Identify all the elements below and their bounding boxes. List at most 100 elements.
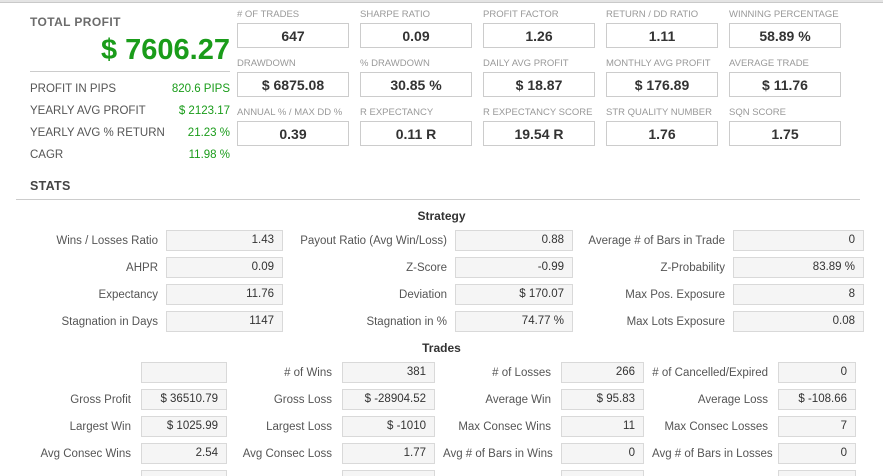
stat-label: Avg Consec Wins bbox=[40, 447, 131, 460]
metric-label: RETURN / DD RATIO bbox=[606, 9, 699, 20]
stat-label: Payout Ratio (Avg Win/Loss) bbox=[300, 234, 447, 247]
stat-label: Max Consec Losses bbox=[664, 420, 768, 433]
trades-grid: # of Wins 381 # of Losses 266 # of Cance… bbox=[30, 362, 883, 476]
top-section: TOTAL PROFIT $ 7606.27 PROFIT IN PIPS 82… bbox=[0, 3, 883, 166]
stat-value: -0.99 bbox=[455, 257, 573, 278]
stat-value: $ 95.83 bbox=[561, 389, 644, 410]
metric-value: $ 6875.08 bbox=[237, 72, 349, 97]
stat-label: Largest Win bbox=[69, 420, 131, 433]
stat-label: Average Loss bbox=[697, 393, 768, 406]
metric-value: 1.11 bbox=[606, 23, 718, 48]
trades-heading: Trades bbox=[422, 341, 461, 355]
metric-value: $ 176.89 bbox=[606, 72, 718, 97]
total-profit-label: TOTAL PROFIT bbox=[30, 15, 121, 29]
stat-value: 74.77 % bbox=[455, 311, 573, 332]
summary-row-label: YEARLY AVG PROFIT bbox=[30, 105, 146, 117]
metric-label: # OF TRADES bbox=[237, 9, 300, 20]
stat-label: Largest Loss bbox=[266, 420, 332, 433]
metric-sqn-score: SQN SCORE 1.75 bbox=[729, 107, 841, 146]
stat-label: Wins / Losses Ratio bbox=[56, 234, 158, 247]
summary-divider bbox=[30, 71, 230, 72]
stats-heading: STATS bbox=[30, 179, 71, 193]
stat-value: 1.77 bbox=[342, 443, 435, 464]
stat-label: Stagnation in % bbox=[366, 315, 447, 328]
metric-label: % DRAWDOWN bbox=[360, 58, 430, 69]
summary-row-label: YEARLY AVG % RETURN bbox=[30, 127, 165, 139]
stat-value: 381 bbox=[342, 362, 435, 383]
metric-profit-factor: PROFIT FACTOR 1.26 bbox=[483, 9, 595, 48]
metric-value: 19.54 R bbox=[483, 121, 595, 146]
metric-drawdown: DRAWDOWN $ 6875.08 bbox=[237, 58, 349, 97]
metric-number-of-trades: # OF TRADES 647 bbox=[237, 9, 349, 48]
cutoff-box bbox=[778, 470, 856, 476]
summary-row-value: 11.98 % bbox=[188, 149, 230, 161]
metric-label: PROFIT FACTOR bbox=[483, 9, 559, 20]
metric-daily-avg-profit: DAILY AVG PROFIT $ 18.87 bbox=[483, 58, 595, 97]
stat-value: 8 bbox=[733, 284, 864, 305]
stat-value: 0.09 bbox=[166, 257, 283, 278]
stat-value: $ -1010 bbox=[342, 416, 435, 437]
stat-value: 0.08 bbox=[733, 311, 864, 332]
metric-value: 0.09 bbox=[360, 23, 472, 48]
metric-label: DAILY AVG PROFIT bbox=[483, 58, 569, 69]
stat-value: 11.76 bbox=[166, 284, 283, 305]
stat-label: Average Win bbox=[485, 393, 551, 406]
metric-label: ANNUAL % / MAX DD % bbox=[237, 107, 343, 118]
metric-sharpe-ratio: SHARPE RATIO 0.09 bbox=[360, 9, 472, 48]
metric-r-expectancy: R EXPECTANCY 0.11 R bbox=[360, 107, 472, 146]
metric-value: $ 18.87 bbox=[483, 72, 595, 97]
top-border bbox=[0, 0, 883, 3]
metric-annual-percent-max-dd: ANNUAL % / MAX DD % 0.39 bbox=[237, 107, 349, 146]
metric-value: 58.89 % bbox=[729, 23, 841, 48]
stat-value: $ 36510.79 bbox=[141, 389, 227, 410]
stat-label: Avg # of Bars in Losses bbox=[652, 447, 773, 460]
metric-winning-percentage: WINNING PERCENTAGE 58.89 % bbox=[729, 9, 841, 48]
stat-label: Max Pos. Exposure bbox=[625, 288, 725, 301]
stat-value: 0 bbox=[733, 230, 864, 251]
summary-row-value: $ 2123.17 bbox=[178, 105, 230, 117]
metric-label: SQN SCORE bbox=[729, 107, 787, 118]
summary-row-yearly-avg-percent-return: YEARLY AVG % RETURN 21.23 % bbox=[30, 122, 230, 144]
stat-label: Avg Consec Loss bbox=[242, 447, 332, 460]
cutoff-box bbox=[561, 470, 644, 476]
metric-value: $ 11.76 bbox=[729, 72, 841, 97]
total-profit-value: $ 7606.27 bbox=[100, 34, 230, 66]
cutoff-box bbox=[342, 470, 435, 476]
metric-return-dd-ratio: RETURN / DD RATIO 1.11 bbox=[606, 9, 718, 48]
stat-label: Expectancy bbox=[98, 288, 158, 301]
stat-value: 1.43 bbox=[166, 230, 283, 251]
metric-value: 1.26 bbox=[483, 23, 595, 48]
metric-label: MONTHLY AVG PROFIT bbox=[606, 58, 711, 69]
summary-row-label: PROFIT IN PIPS bbox=[30, 83, 117, 95]
metric-str-quality-number: STR QUALITY NUMBER 1.76 bbox=[606, 107, 718, 146]
metric-label: R EXPECTANCY SCORE bbox=[483, 107, 593, 118]
stat-value: 0 bbox=[778, 443, 856, 464]
metric-label: AVERAGE TRADE bbox=[729, 58, 809, 69]
metric-value: 0.11 R bbox=[360, 121, 472, 146]
stat-label: Average # of Bars in Trade bbox=[588, 234, 725, 247]
metric-value: 30.85 % bbox=[360, 72, 472, 97]
stat-label: Gross Profit bbox=[70, 393, 131, 406]
stat-label: # of Losses bbox=[492, 366, 551, 379]
stat-label: Max Consec Wins bbox=[458, 420, 551, 433]
stat-label: Avg # of Bars in Wins bbox=[443, 447, 553, 460]
metric-value: 1.75 bbox=[729, 121, 841, 146]
metrics-grid: # OF TRADES 647 SHARPE RATIO 0.09 PROFIT… bbox=[237, 9, 841, 166]
metric-monthly-avg-profit: MONTHLY AVG PROFIT $ 176.89 bbox=[606, 58, 718, 97]
stat-value: $ 170.07 bbox=[455, 284, 573, 305]
stat-value: 1147 bbox=[166, 311, 283, 332]
strategy-heading: Strategy bbox=[417, 209, 466, 223]
metric-value: 647 bbox=[237, 23, 349, 48]
metric-label: SHARPE RATIO bbox=[360, 9, 431, 20]
metric-value: 1.76 bbox=[606, 121, 718, 146]
metric-label: R EXPECTANCY bbox=[360, 107, 434, 118]
stat-value: 2.54 bbox=[141, 443, 227, 464]
stat-label: AHPR bbox=[126, 261, 158, 274]
stats-divider bbox=[16, 199, 860, 200]
strategy-grid: Wins / Losses Ratio 1.43 Payout Ratio (A… bbox=[30, 230, 883, 332]
stat-label: Z-Probability bbox=[660, 261, 725, 274]
metric-label: STR QUALITY NUMBER bbox=[606, 107, 712, 118]
summary-row-label: CAGR bbox=[30, 149, 64, 161]
stat-label: Deviation bbox=[399, 288, 447, 301]
stat-label: Z-Score bbox=[406, 261, 447, 274]
